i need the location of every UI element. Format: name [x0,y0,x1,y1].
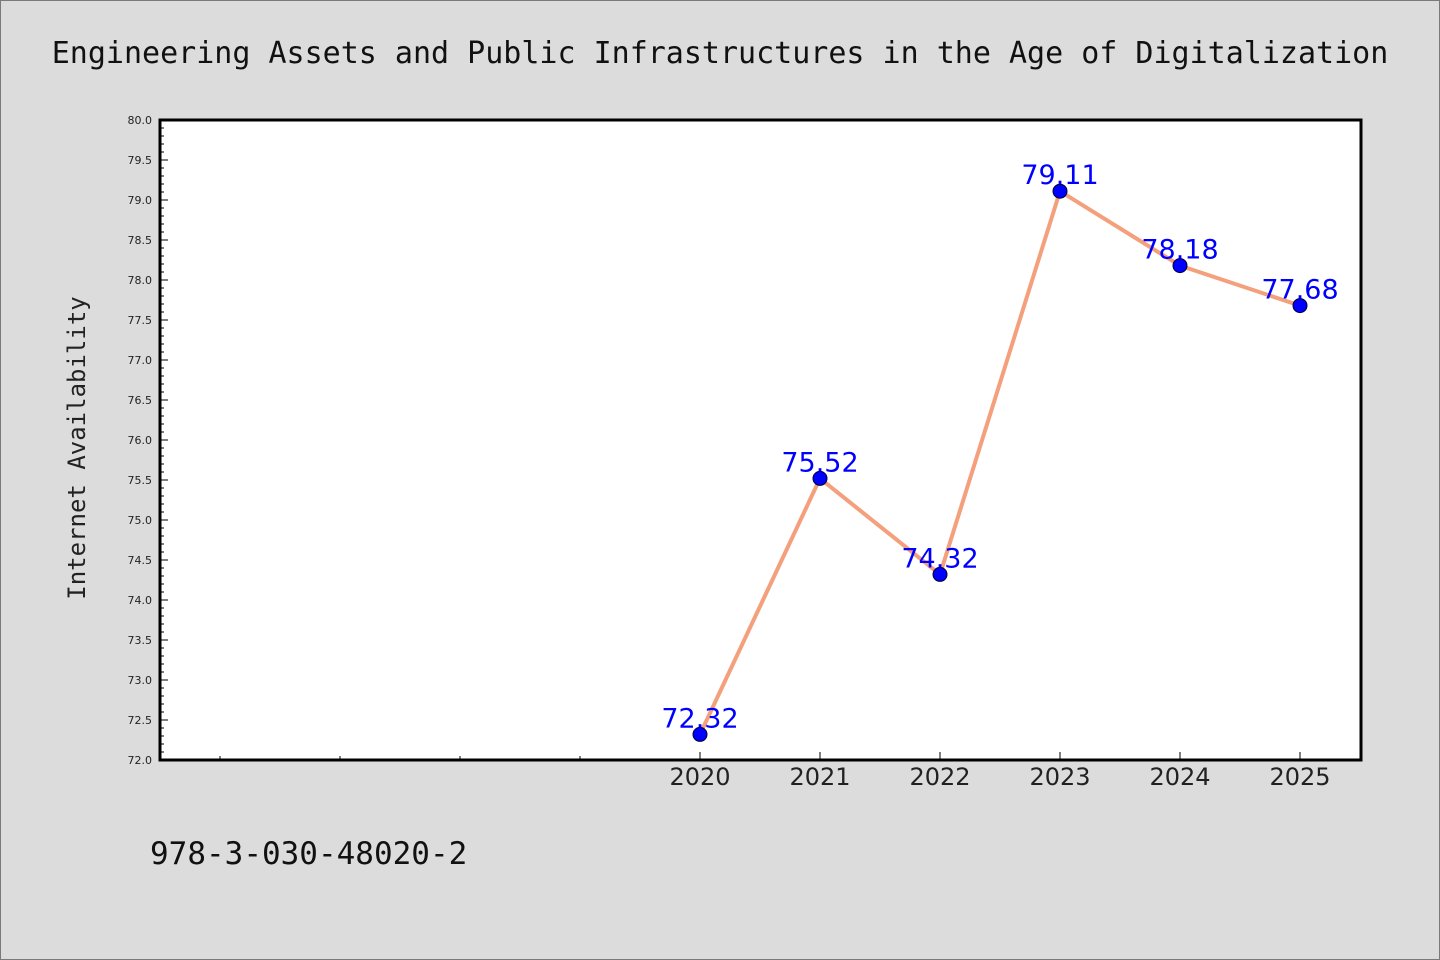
y-tick-label: 79.0 [128,194,153,207]
data-point [692,726,708,742]
data-markers [692,183,1308,742]
chart-title: Engineering Assets and Public Infrastruc… [52,36,1389,71]
data-point [1292,298,1308,314]
y-tick-label: 77.5 [128,314,153,327]
series-line-group [698,189,1302,737]
x-tick-label: 2022 [909,763,970,791]
y-tick-label: 73.5 [128,634,153,647]
data-label: 75.52 [781,447,858,478]
y-tick-label: 72.0 [128,754,153,767]
y-tick-label: 80.0 [128,114,153,127]
y-tick-label: 74.0 [128,594,153,607]
y-tick-label: 76.0 [128,434,153,447]
data-label: 79.11 [1021,160,1098,191]
plot-area [158,118,1363,762]
x-tick-label: 2021 [789,763,850,791]
data-point [812,470,828,486]
x-tick-label: 2025 [1269,763,1330,791]
data-labels: 72.32 75.52 74.32 79.11 78.18 77.68 [661,160,1338,734]
data-label: 74.32 [901,543,978,574]
data-label: 78.18 [1141,235,1218,266]
x-axis: 2020 2021 2022 2023 2024 2025 [219,752,1331,791]
data-point [1172,258,1188,274]
y-axis-label: Internet Availability [63,296,91,599]
data-label: 77.68 [1261,275,1338,306]
y-tick-label: 78.5 [128,234,153,247]
data-point [932,566,948,582]
y-tick-label: 79.5 [128,154,153,167]
y-tick-label: 78.0 [128,274,153,287]
data-label: 72.32 [661,703,738,734]
isbn-footer: 978-3-030-48020-2 [150,836,467,872]
series-line [698,189,1302,737]
y-axis: 72.0 72.5 73.0 73.5 74.0 74.5 75.0 75.5 76.0 76.5… [128,114,168,767]
y-tick-label: 72.5 [128,714,153,727]
y-tick-label: 73.0 [128,674,153,687]
x-tick-label: 2020 [669,763,730,791]
y-tick-label: 77.0 [128,354,153,367]
y-tick-label: 75.0 [128,514,153,527]
y-tick-label: 76.5 [128,394,153,407]
data-point [1052,183,1068,199]
y-tick-label: 75.5 [128,474,153,487]
y-tick-label: 74.5 [128,554,153,567]
x-tick-label: 2024 [1149,763,1210,791]
x-tick-label: 2023 [1029,763,1090,791]
